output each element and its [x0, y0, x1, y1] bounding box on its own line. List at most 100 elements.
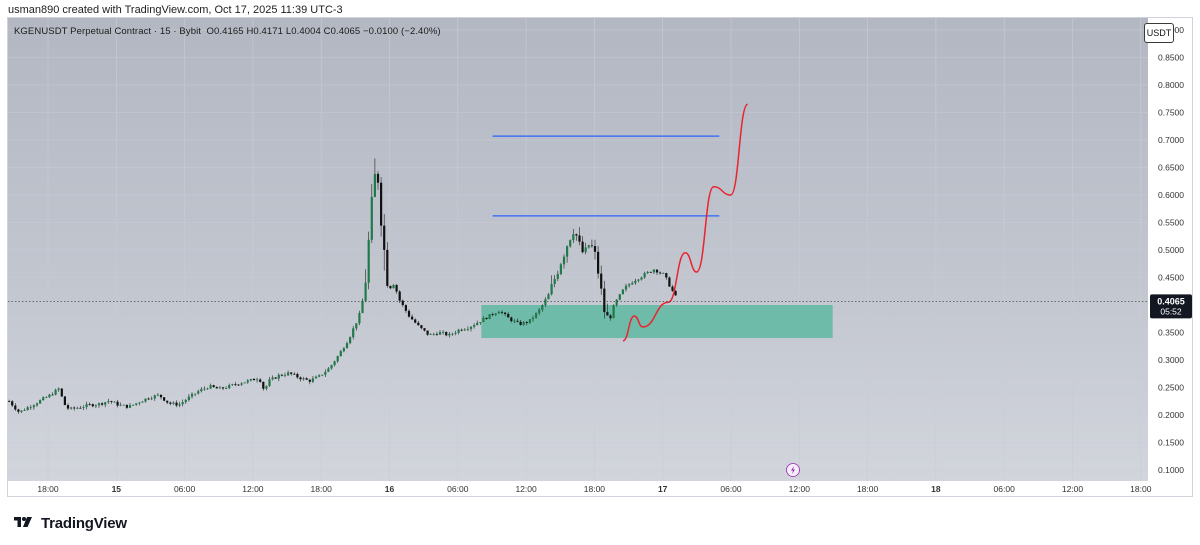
y-tick-label: 0.5000 — [1158, 245, 1184, 255]
candle-body — [175, 402, 178, 406]
footer-brand: TradingView — [10, 515, 127, 532]
candle-body — [218, 387, 221, 389]
candle — [187, 394, 190, 402]
candle-body — [572, 234, 575, 241]
candle-body — [538, 309, 541, 313]
y-tick-label: 0.3500 — [1158, 328, 1184, 338]
candle — [435, 331, 438, 336]
y-tick-label: 0.2000 — [1158, 410, 1184, 420]
candle-body — [32, 405, 35, 408]
candle-body — [649, 271, 652, 273]
candle-body — [144, 398, 147, 402]
candle — [314, 375, 318, 379]
candle-body — [169, 402, 172, 404]
candle-body — [597, 251, 600, 274]
candle-body — [330, 365, 333, 369]
candle — [91, 403, 94, 408]
price-chart[interactable]: 0.90000.85000.80000.75000.70000.65000.60… — [8, 18, 1193, 497]
candle-body — [268, 379, 271, 386]
y-tick-label: 0.4500 — [1158, 273, 1184, 283]
candle-body — [469, 326, 473, 329]
candle — [128, 402, 132, 409]
candle — [342, 346, 345, 353]
price-axis[interactable] — [1148, 18, 1193, 497]
candle-body — [621, 289, 624, 295]
candle — [556, 270, 559, 282]
candle — [668, 276, 671, 287]
candle-body — [668, 277, 671, 287]
candle — [466, 326, 469, 332]
candle-body — [550, 283, 553, 295]
candle — [662, 272, 665, 274]
candle — [104, 401, 107, 408]
candle — [593, 239, 597, 260]
candle-body — [606, 312, 609, 316]
candle — [497, 310, 500, 314]
lightning-bolt-icon — [791, 466, 795, 474]
candle — [218, 386, 221, 389]
y-tick-label: 0.3000 — [1158, 355, 1184, 365]
candle — [11, 400, 14, 407]
support-zone[interactable] — [481, 305, 833, 338]
candle-body — [615, 299, 618, 306]
candle-body — [141, 401, 144, 403]
candle — [370, 183, 373, 243]
x-tick-label: 18:00 — [311, 484, 333, 494]
candle — [665, 272, 668, 280]
candle-body — [91, 404, 94, 407]
candle-body — [45, 397, 48, 398]
candle — [559, 262, 562, 276]
candle — [101, 402, 104, 407]
candle-body — [358, 313, 361, 324]
candle — [386, 242, 389, 288]
candle — [231, 383, 234, 386]
candle — [469, 326, 473, 332]
candle — [203, 386, 206, 391]
currency-button[interactable]: USDT — [1144, 23, 1174, 43]
candle — [163, 397, 166, 402]
candle — [268, 376, 271, 387]
candle-body — [417, 322, 420, 326]
candle — [621, 289, 624, 295]
candle-body — [237, 384, 240, 386]
candle-body — [451, 333, 454, 335]
candle-body — [147, 398, 150, 400]
candle-body — [401, 300, 404, 306]
candle-body — [259, 379, 262, 382]
candle-body — [125, 404, 128, 408]
symbol-info: KGENUSDT Perpetual Contract · 15 · Bybit… — [14, 26, 441, 37]
chart-panel[interactable]: 0.90000.85000.80000.75000.70000.65000.60… — [7, 17, 1193, 497]
candle — [209, 383, 212, 389]
candle — [590, 239, 593, 248]
created-by-text: usman890 created with TradingView.com, O… — [8, 4, 343, 16]
candle — [634, 278, 637, 285]
candle — [373, 158, 376, 198]
candle — [380, 177, 383, 237]
candle-body — [454, 332, 457, 334]
candle — [122, 404, 125, 406]
candle-body — [23, 410, 26, 411]
candle-body — [172, 402, 175, 404]
candle — [290, 372, 293, 376]
candle-body — [94, 405, 97, 407]
candle — [541, 304, 544, 312]
time-axis[interactable] — [8, 481, 1193, 497]
candle-body — [544, 299, 547, 306]
candle-body — [305, 378, 308, 380]
candle-body — [457, 329, 460, 333]
candle-body — [290, 372, 293, 374]
candle — [200, 386, 203, 393]
candle-body — [97, 403, 101, 406]
candle-body — [314, 376, 318, 379]
candle-body — [116, 401, 119, 406]
candle-body — [466, 328, 469, 330]
candle-body — [646, 271, 649, 274]
candle-body — [562, 256, 566, 265]
projection-path[interactable] — [622, 103, 749, 342]
candle — [76, 406, 79, 410]
candle — [302, 376, 305, 381]
candle-body — [299, 377, 302, 380]
symbol-name: KGENUSDT Perpetual Contract · 15 · Bybit — [14, 26, 202, 37]
candle — [398, 290, 401, 303]
candle-body — [277, 374, 280, 379]
